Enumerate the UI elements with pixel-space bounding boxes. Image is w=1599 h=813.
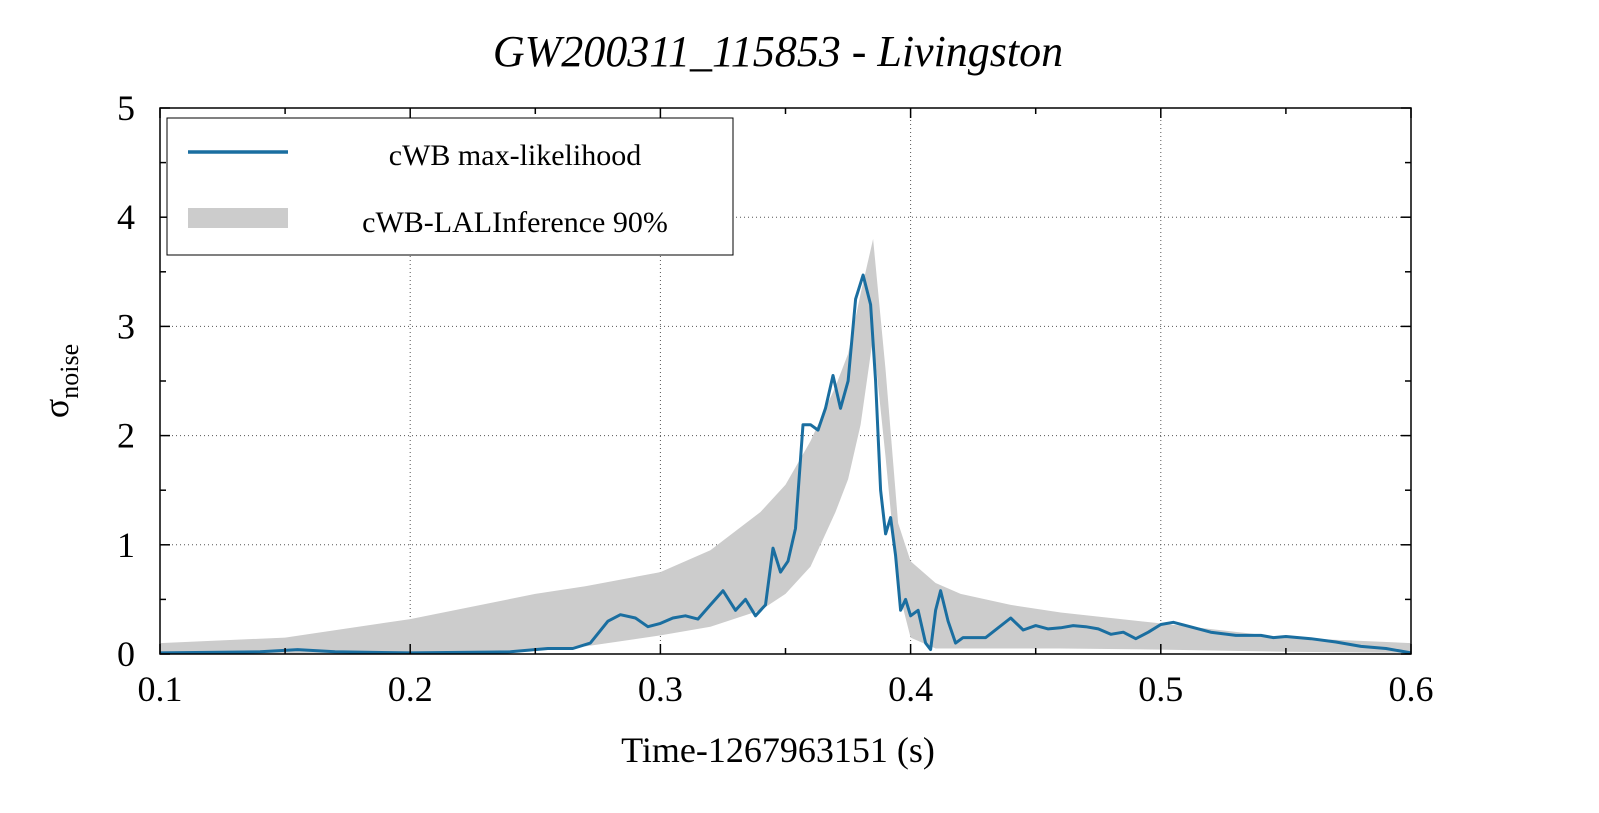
line-layer: [159, 273, 1412, 655]
y-tick-label: 0: [117, 634, 135, 674]
y-tick-label: 5: [117, 88, 135, 128]
x-tick-label: 0.6: [1389, 669, 1434, 709]
y-tick-label: 2: [117, 416, 135, 456]
legend: cWB max-likelihood cWB-LALInference 90%: [166, 117, 734, 256]
y-axis-label: σnoise: [36, 344, 84, 418]
x-tick-label: 0.3: [638, 669, 683, 709]
x-tick-label: 0.2: [388, 669, 433, 709]
x-axis-label: Time-1267963151 (s): [621, 730, 935, 770]
legend-label-line: cWB max-likelihood: [389, 139, 641, 172]
y-axis-label-subscript: noise: [55, 344, 84, 399]
y-tick-label: 3: [117, 306, 135, 346]
y-axis-label-symbol: σ: [36, 399, 76, 418]
band-90pct: [160, 239, 1411, 654]
x-tick-label: 0.1: [138, 669, 183, 709]
chart-title: GW200311_115853 - Livingston: [493, 27, 1063, 76]
svg-text:σnoise: σnoise: [36, 344, 84, 418]
legend-box: [166, 117, 734, 256]
legend-band-swatch: [188, 208, 288, 228]
x-tick-label: 0.5: [1138, 669, 1183, 709]
legend-label-band: cWB-LALInference 90%: [362, 206, 668, 239]
band-layer: [160, 239, 1411, 654]
y-tick-label: 1: [117, 525, 135, 565]
axis-ticks: 0.1 0.2 0.3 0.4 0.5 0.6 0 1 2 3 4 5: [117, 88, 1434, 709]
x-tick-label: 0.4: [888, 669, 933, 709]
series-line-max-likelihood: [159, 273, 1412, 655]
y-tick-label: 4: [117, 197, 135, 237]
